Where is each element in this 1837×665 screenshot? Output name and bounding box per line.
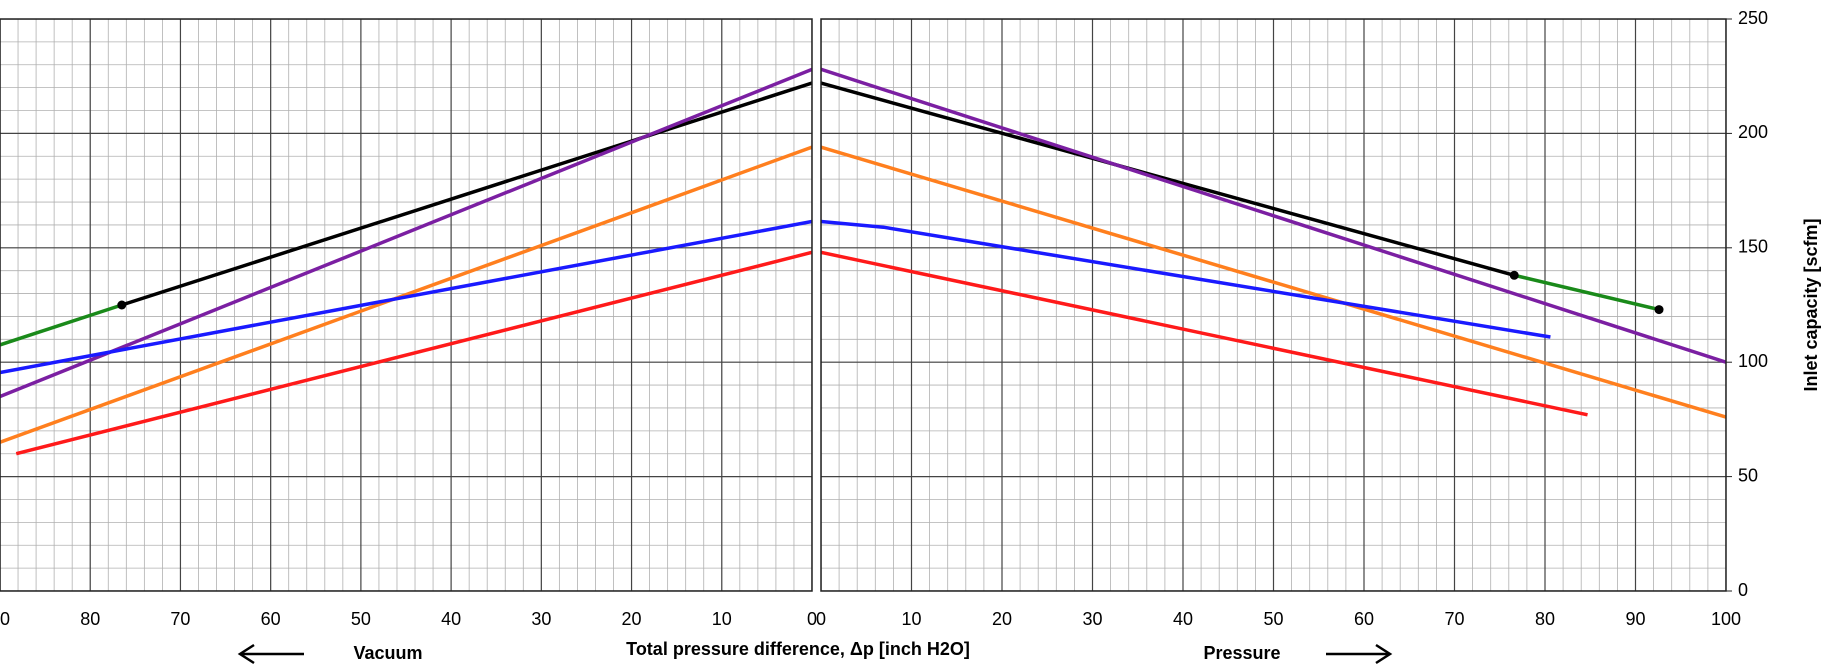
pressure-arrow <box>1326 643 1393 665</box>
data-line <box>0 145 812 444</box>
x-tick-label: 0 <box>807 609 817 629</box>
x-tick-label: 30 <box>1082 609 1102 629</box>
data-line <box>821 250 1588 417</box>
x-tick-label: 80 <box>1535 609 1555 629</box>
x-tick-label: 60 <box>261 609 281 629</box>
direction-label: Vacuum <box>353 643 422 663</box>
y-tick-label: 200 <box>1738 122 1768 142</box>
y-axis-label: Inlet capacity [scfm] <box>1801 218 1821 391</box>
data-line <box>821 67 1726 364</box>
panel <box>0 19 812 591</box>
y-tick-label: 150 <box>1738 237 1768 257</box>
plot-frame <box>0 18 813 592</box>
data-line <box>15 250 812 456</box>
x-tick-label: 100 <box>1711 609 1741 629</box>
x-tick-label: 50 <box>351 609 371 629</box>
data-line <box>0 67 812 399</box>
x-tick-label: 70 <box>1444 609 1464 629</box>
direction-label: Pressure <box>1203 643 1280 663</box>
x-tick-label: 10 <box>901 609 921 629</box>
vacuum-arrow <box>237 643 304 665</box>
x-tick-label: 0 <box>816 609 826 629</box>
data-point <box>1509 270 1519 280</box>
panel <box>821 19 1726 591</box>
x-tick-label: 60 <box>1354 609 1374 629</box>
x-tick-label: 10 <box>712 609 732 629</box>
data-line <box>821 219 1551 339</box>
x-tick-label: 90 <box>0 609 10 629</box>
y-tick-label: 250 <box>1738 8 1768 28</box>
data-line <box>821 145 1726 419</box>
x-tick-label: 30 <box>531 609 551 629</box>
x-tick-label: 40 <box>1173 609 1193 629</box>
x-tick-label: 90 <box>1625 609 1645 629</box>
data-line <box>1513 273 1660 312</box>
x-tick-label: 40 <box>441 609 461 629</box>
x-tick-label: 70 <box>170 609 190 629</box>
x-tick-label: 20 <box>992 609 1012 629</box>
plot-frame <box>820 18 1727 592</box>
data-line <box>0 219 812 375</box>
data-line <box>821 81 1515 277</box>
x-axis-label: Total pressure difference, Δp [inch H2O] <box>626 639 970 659</box>
data-line <box>121 81 812 307</box>
data-point <box>1654 305 1664 315</box>
y-tick-label: 0 <box>1738 580 1748 600</box>
x-tick-label: 80 <box>80 609 100 629</box>
data-line <box>0 303 123 347</box>
y-tick-label: 50 <box>1738 465 1758 485</box>
data-point <box>117 300 127 310</box>
y-tick-label: 100 <box>1738 351 1768 371</box>
x-tick-label: 50 <box>1263 609 1283 629</box>
x-tick-label: 20 <box>622 609 642 629</box>
